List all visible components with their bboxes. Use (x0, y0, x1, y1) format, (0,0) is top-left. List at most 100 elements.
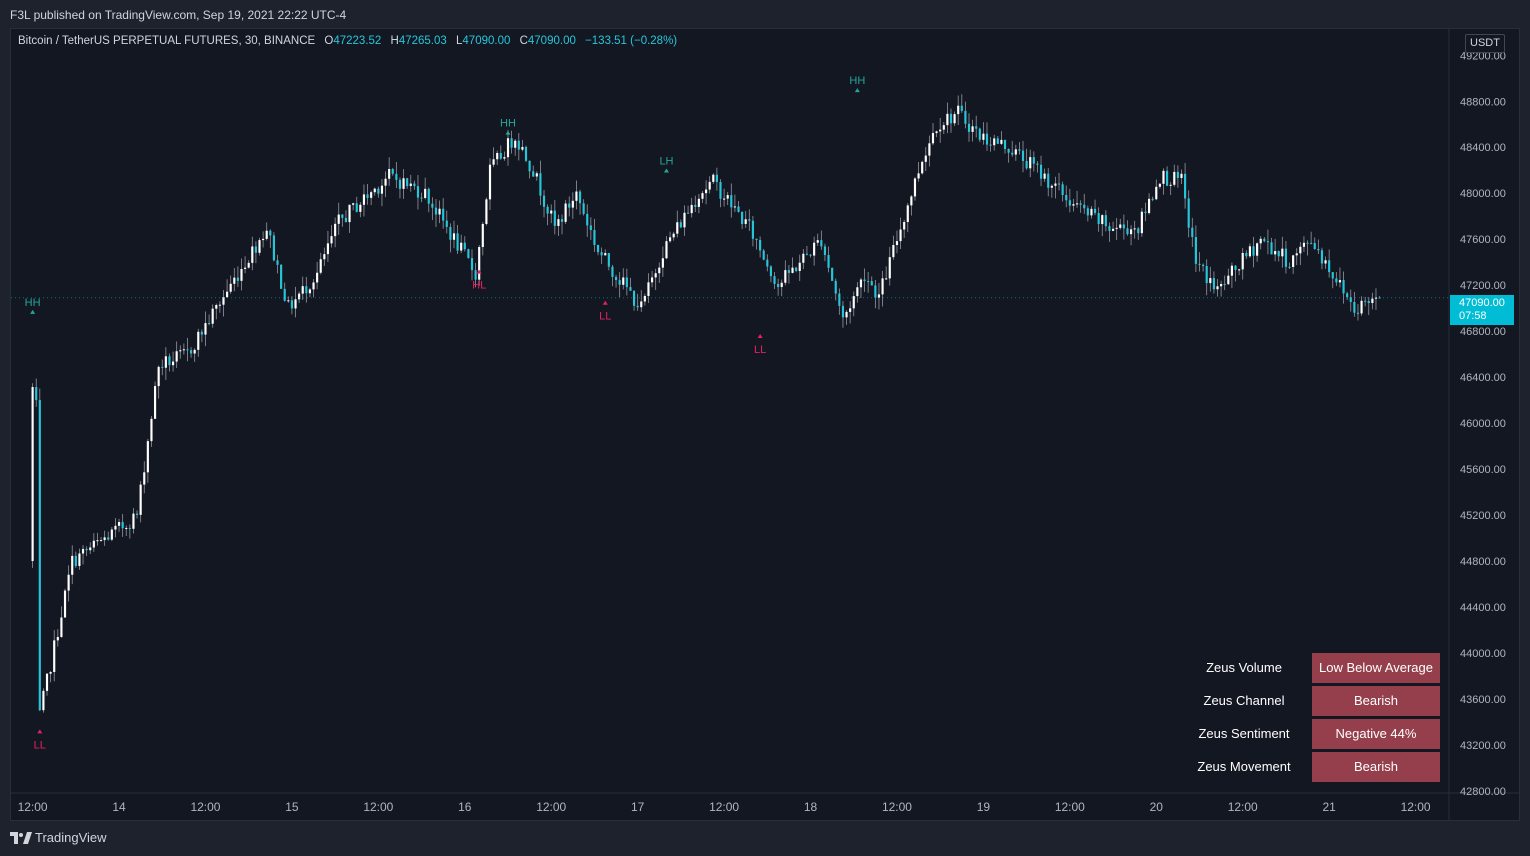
currency-button[interactable]: USDT (1465, 34, 1505, 53)
price-tick-label: 44800.00 (1460, 556, 1506, 568)
candle (784, 260, 787, 286)
zeus-value: Negative 44% (1312, 719, 1440, 749)
candle-body (157, 366, 160, 387)
candle-body (607, 253, 610, 267)
candle-body (31, 387, 34, 561)
candle (733, 194, 736, 213)
candle (373, 187, 376, 196)
candle (741, 211, 744, 230)
candle-body (838, 293, 841, 306)
candle-body (582, 203, 585, 214)
candle-body (179, 350, 182, 352)
candle-body (319, 259, 322, 273)
candle (1346, 291, 1349, 301)
candle-body (895, 241, 899, 246)
candle-body (334, 223, 337, 237)
candle (1068, 188, 1071, 213)
pivot-arrow-icon (476, 269, 482, 274)
candle-body (780, 282, 783, 288)
candle (1335, 272, 1338, 286)
candle-body (290, 300, 293, 309)
candle-body (1079, 203, 1082, 205)
candle (694, 195, 697, 212)
candle (1029, 149, 1032, 178)
candle-body (416, 186, 420, 198)
candle (1252, 236, 1255, 268)
candle-body (1367, 301, 1370, 304)
candle-body (1371, 298, 1374, 304)
candle-body (863, 279, 866, 282)
candle (870, 276, 873, 286)
candle (1342, 271, 1345, 304)
candle (1011, 140, 1014, 157)
candle-body (762, 250, 765, 260)
candle-body (125, 527, 128, 529)
candle (924, 147, 927, 172)
candle-body (460, 242, 463, 251)
candle (236, 266, 239, 287)
candle-body (1133, 228, 1136, 230)
candle-body (560, 219, 564, 222)
candle-body (586, 213, 589, 226)
candle-body (1266, 241, 1270, 243)
candle-body (218, 304, 221, 306)
candle-body (449, 226, 452, 240)
candle-body (1090, 208, 1093, 216)
candle (287, 296, 290, 303)
tradingview-brand[interactable]: TradingView (10, 830, 107, 845)
candle (326, 230, 330, 262)
candle-body (751, 220, 754, 239)
price-tick-label: 43200.00 (1460, 740, 1506, 752)
candle-body (110, 529, 113, 540)
price-tick-label: 48800.00 (1460, 96, 1506, 108)
chart-pane[interactable] (10, 28, 1520, 821)
candle (690, 197, 693, 218)
candle-body (532, 171, 535, 177)
candle-body (1039, 164, 1043, 179)
candle (1220, 280, 1223, 297)
candle-body (1086, 208, 1089, 216)
candle (971, 119, 974, 142)
symbol-legend: Bitcoin / TetherUS PERPETUAL FUTURES, 30… (18, 35, 677, 47)
time-tick-label: 18 (804, 800, 818, 814)
candle-body (755, 238, 758, 240)
zeus-label: Zeus Channel (1203, 693, 1285, 708)
candle (42, 688, 45, 713)
candle-body (380, 185, 384, 194)
candle-body (661, 258, 664, 268)
candle (352, 202, 355, 211)
candle (283, 282, 286, 302)
candle-body (1061, 184, 1064, 195)
candle (294, 286, 297, 318)
candle-body (1166, 170, 1169, 186)
candle-body (89, 547, 92, 551)
candle (769, 265, 772, 283)
pivot-arrow-icon (37, 729, 43, 734)
candle-body (1292, 255, 1295, 267)
candle (53, 630, 56, 682)
candle-body (1075, 203, 1079, 205)
candle (550, 204, 553, 224)
candle-body (1342, 280, 1345, 294)
candle (1295, 248, 1298, 266)
candle-body (370, 192, 373, 198)
candle (575, 180, 578, 210)
candle (744, 210, 747, 228)
candle (359, 202, 362, 218)
candle-body (1007, 148, 1010, 153)
candle-body (1043, 173, 1046, 179)
candle (636, 293, 639, 311)
pivot-marker: HH (25, 297, 41, 314)
pivot-marker: LL (754, 334, 766, 356)
candle-body (424, 188, 427, 198)
time-tick-label: 21 (1322, 800, 1336, 814)
candle (1299, 242, 1302, 266)
candle (600, 247, 603, 264)
candle-body (777, 283, 780, 288)
candle-body (748, 219, 751, 221)
candle-body (452, 233, 456, 240)
candle-body (629, 287, 632, 291)
candle-body (928, 143, 931, 156)
candle-body (323, 254, 326, 260)
